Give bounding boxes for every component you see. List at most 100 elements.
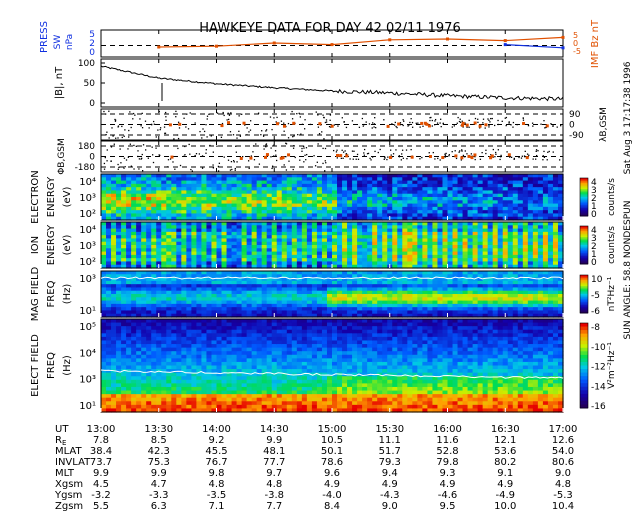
electron-cell <box>447 216 454 221</box>
mag-field-cell <box>517 277 524 282</box>
electron-cell <box>246 187 253 192</box>
mag-field-cell <box>447 313 454 318</box>
ion-cell <box>527 222 534 226</box>
mag-field-cell <box>452 294 459 298</box>
mag-field-cell <box>231 287 238 292</box>
mag-field-cell <box>151 287 157 292</box>
ion-cell <box>352 235 358 240</box>
phi-point <box>172 161 174 163</box>
elect-field-cell <box>101 408 107 413</box>
mag-field-cell <box>176 287 182 292</box>
elect-field-cell <box>151 340 157 345</box>
mag-field-cell <box>537 303 544 308</box>
electron-cell <box>231 193 238 198</box>
electron-cell <box>497 187 504 192</box>
elect-field-cell <box>131 397 137 402</box>
mag-field-cell <box>106 303 112 308</box>
ion-cell <box>276 248 283 253</box>
lambda-ytick-label: 0 <box>569 121 575 131</box>
mag-field-cell <box>261 284 268 289</box>
ion-cell <box>271 245 278 249</box>
ion-cell <box>171 222 177 226</box>
ion-cell <box>377 254 383 259</box>
ion-cell <box>352 248 358 253</box>
mag-field-cell <box>141 277 147 282</box>
mag-field-cell <box>477 297 484 302</box>
electron-cell <box>512 200 519 205</box>
electron-cell <box>126 203 132 208</box>
lambda-point <box>399 124 402 126</box>
ion-cell <box>191 258 198 263</box>
electron-cell <box>241 200 248 205</box>
electron-cell <box>457 187 464 192</box>
ion-cell <box>542 251 549 256</box>
electron-cell <box>181 190 187 195</box>
electron-cell <box>472 197 479 201</box>
mag-field-cell <box>377 277 383 282</box>
ion-cell <box>251 258 258 263</box>
ion-cell <box>166 238 172 243</box>
electron-cell <box>151 193 157 198</box>
lambda-orange-point <box>473 121 477 125</box>
ion-cell <box>326 261 333 266</box>
electron-cell <box>266 174 273 178</box>
ion-cell <box>246 235 253 240</box>
mag-field-cell <box>352 307 358 312</box>
ion-cell <box>131 231 137 236</box>
electron-cell <box>216 183 223 188</box>
ion-cell <box>316 241 323 246</box>
mag-field-cell <box>482 303 489 308</box>
phi-point <box>356 153 359 156</box>
ion-cell <box>161 241 167 246</box>
phi-point <box>133 168 135 170</box>
phi-point <box>188 143 190 146</box>
electron-cell <box>181 174 187 178</box>
ion-cell <box>261 222 268 226</box>
ion-cell <box>417 241 423 246</box>
phi-point <box>543 156 546 159</box>
mag-field-cell <box>452 271 459 275</box>
electron-cell <box>201 210 208 215</box>
lambda-point <box>375 126 377 129</box>
ion-cell <box>542 258 549 263</box>
mag-field-cell <box>191 284 198 289</box>
ion-colorbar-cell <box>580 240 588 243</box>
mag-field-cell <box>111 290 117 295</box>
electron-cell <box>131 183 137 188</box>
lambda-point <box>228 118 230 121</box>
electron-cell <box>201 190 208 195</box>
mag-field-cell <box>432 284 439 289</box>
ion-cell <box>281 248 288 253</box>
electron-cell <box>221 200 228 205</box>
mag-field-cell <box>181 287 187 292</box>
mag-field-cell <box>467 290 474 295</box>
lambda-point <box>164 111 167 114</box>
ion-cell <box>392 231 398 236</box>
electron-cell <box>462 187 469 192</box>
ion-cell <box>131 228 137 233</box>
elect-field-cell <box>151 390 157 395</box>
electron-cell <box>442 180 449 185</box>
mag-field-cell <box>136 297 142 302</box>
ion-cell <box>206 231 213 236</box>
mag-field-cell <box>502 277 509 282</box>
mag-field-cell <box>492 280 499 285</box>
electron-cell <box>397 193 403 198</box>
mag-field-cell <box>191 313 198 318</box>
mag-field-cell <box>347 310 353 315</box>
electron-cell <box>427 183 434 188</box>
ion-cell <box>201 254 208 259</box>
phi-point <box>294 156 296 159</box>
ion-cell <box>372 238 378 243</box>
electron-colorbar-tick: 4 <box>591 178 597 188</box>
electron-cell <box>372 210 378 215</box>
ion-cell <box>537 235 544 240</box>
mag-field-cell <box>497 280 504 285</box>
electron-cell <box>392 216 398 221</box>
ion-cell <box>166 251 172 256</box>
electron-cell <box>221 206 228 211</box>
elect-field-cell <box>131 379 137 384</box>
mag-field-cell <box>241 307 248 312</box>
mag-field-cell <box>512 297 519 302</box>
electron-cell <box>432 193 439 198</box>
